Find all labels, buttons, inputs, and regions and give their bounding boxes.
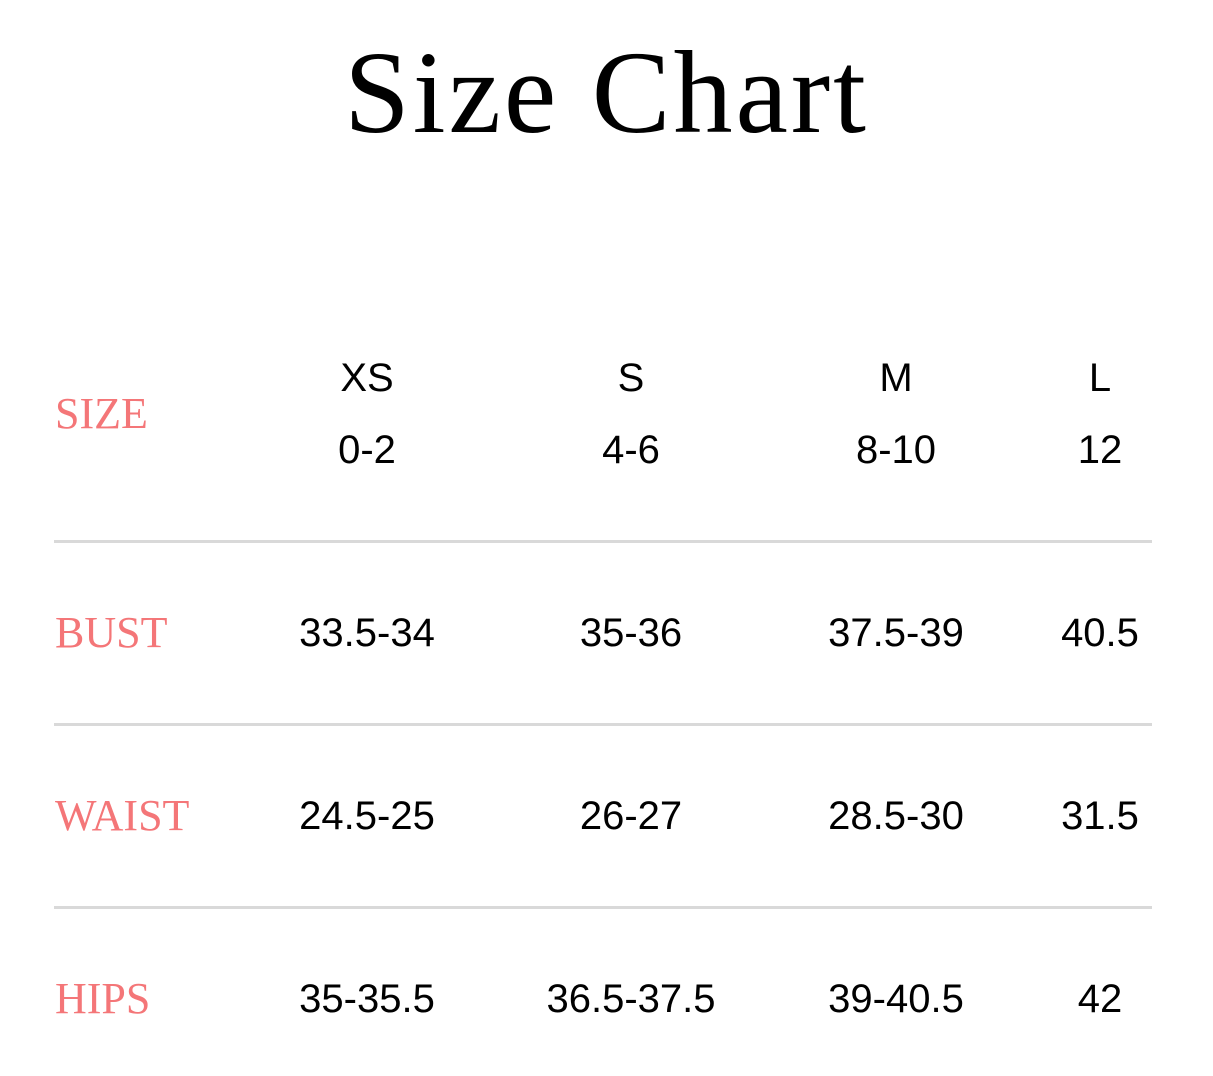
page-title: Size Chart [344,27,869,158]
table-cell: 33.5-34 [299,611,435,655]
size-number: 0-2 [338,428,396,472]
table-cell: 35-36 [579,611,683,655]
divider [54,540,1152,543]
row-label: WAIST [55,791,190,840]
table-cell: 39-40.5 [828,977,964,1021]
row-label: BUST [55,608,168,657]
size-letter: XS [340,356,394,400]
table-cell: 42 [1077,977,1123,1021]
table-cell: 36.5-37.5 [546,977,716,1021]
header-label: SIZE [55,389,148,438]
size-number: 12 [1077,428,1123,472]
table-cell: 26-27 [579,794,683,838]
size-number: 4-6 [602,428,660,472]
table-cell: 24.5-25 [299,794,435,838]
size-letter: L [1088,356,1112,400]
table-cell: 37.5-39 [828,611,964,655]
divider [54,906,1152,909]
table-cell: 40.5 [1061,611,1139,655]
divider [54,723,1152,726]
table-cell: 31.5 [1061,794,1139,838]
table-cell: 35-35.5 [299,977,435,1021]
size-number: 8-10 [855,428,937,472]
size-letter: S [617,356,645,400]
row-label: HIPS [55,974,151,1023]
table-cell: 28.5-30 [828,794,964,838]
size-letter: M [879,356,913,400]
